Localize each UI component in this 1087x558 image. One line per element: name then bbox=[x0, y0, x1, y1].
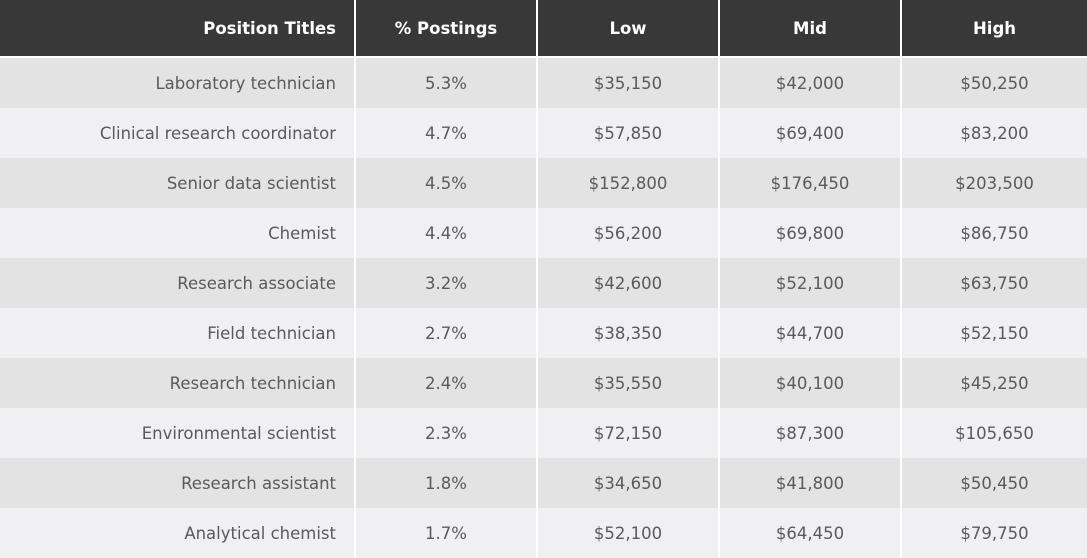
position-title: Senior data scientist bbox=[0, 158, 355, 208]
table-cell: $41,800 bbox=[718, 458, 901, 508]
table-cell: $42,000 bbox=[718, 57, 901, 108]
position-title: Research assistant bbox=[0, 458, 355, 508]
table-row: Laboratory technician 5.3% $35,150 $42,000 $… bbox=[0, 57, 1087, 108]
position-title: Laboratory technician bbox=[0, 57, 355, 108]
table-cell: $83,200 bbox=[900, 108, 1087, 158]
table-cell: $64,450 bbox=[718, 508, 901, 558]
table-cell: $42,600 bbox=[536, 258, 719, 308]
position-title: Field technician bbox=[0, 308, 355, 358]
table-row: Research assistant 1.8% $34,650 $41,800 $50,… bbox=[0, 458, 1087, 508]
column-header: % Postings bbox=[354, 0, 537, 58]
table-cell: $35,150 bbox=[536, 57, 719, 108]
table-row: Environmental scientist 2.3% $72,150 $87,30… bbox=[0, 408, 1087, 458]
position-title: Research technician bbox=[0, 358, 355, 408]
table-row: Field technician 2.7% $38,350 $44,700 $52,15… bbox=[0, 308, 1087, 358]
table-cell: 2.4% bbox=[354, 358, 537, 408]
table-row: Research associate 3.2% $42,600 $52,100 $63,… bbox=[0, 258, 1087, 308]
table-cell: 1.8% bbox=[354, 458, 537, 508]
position-title: Clinical research coordinator bbox=[0, 108, 355, 158]
table-cell: $86,750 bbox=[900, 208, 1087, 258]
table-cell: $69,800 bbox=[718, 208, 901, 258]
column-header: Mid bbox=[718, 0, 901, 58]
table-cell: 4.5% bbox=[354, 158, 537, 208]
table-header: Position Titles% Postings Low Mid High bbox=[0, 0, 1087, 58]
table-cell: $44,700 bbox=[718, 308, 901, 358]
table-cell: $63,750 bbox=[900, 258, 1087, 308]
table-cell: 4.7% bbox=[354, 108, 537, 158]
table-row: Clinical research coordinator 4.7% $57,850… bbox=[0, 108, 1087, 158]
table-cell: 2.3% bbox=[354, 408, 537, 458]
table-cell: 3.2% bbox=[354, 258, 537, 308]
table-row: Senior data scientist 4.5% $152,800 $176,45… bbox=[0, 158, 1087, 208]
table-cell: $50,250 bbox=[900, 57, 1087, 108]
table-cell: $79,750 bbox=[900, 508, 1087, 558]
table-cell: $45,250 bbox=[900, 358, 1087, 408]
table-cell: 1.7% bbox=[354, 508, 537, 558]
table-row: Analytical chemist 1.7% $52,100 $64,450 $79,… bbox=[0, 508, 1087, 558]
table-cell: $203,500 bbox=[900, 158, 1087, 208]
table-cell: 4.4% bbox=[354, 208, 537, 258]
position-title: Environmental scientist bbox=[0, 408, 355, 458]
table-cell: $52,150 bbox=[900, 308, 1087, 358]
table-cell: 2.7% bbox=[354, 308, 537, 358]
table-cell: $52,100 bbox=[718, 258, 901, 308]
table-cell: $52,100 bbox=[536, 508, 719, 558]
table-cell: $69,400 bbox=[718, 108, 901, 158]
table-cell: $40,100 bbox=[718, 358, 901, 408]
table-cell: $152,800 bbox=[536, 158, 719, 208]
table-cell: $35,550 bbox=[536, 358, 719, 408]
table-cell: $50,450 bbox=[900, 458, 1087, 508]
position-title: Analytical chemist bbox=[0, 508, 355, 558]
table-cell: $87,300 bbox=[718, 408, 901, 458]
column-header: Position Titles bbox=[0, 0, 355, 58]
column-header: Low bbox=[536, 0, 719, 58]
header-row: Position Titles% Postings Low Mid High bbox=[0, 0, 1087, 58]
table-cell: $176,450 bbox=[718, 158, 901, 208]
table-cell: $105,650 bbox=[900, 408, 1087, 458]
table-cell: $56,200 bbox=[536, 208, 719, 258]
table-row: Research technician 2.4% $35,550 $40,100 $45… bbox=[0, 358, 1087, 408]
table-cell: 5.3% bbox=[354, 57, 537, 108]
position-title: Research associate bbox=[0, 258, 355, 308]
table-cell: $72,150 bbox=[536, 408, 719, 458]
table-body: Laboratory technician 5.3% $35,150 $42,000 $… bbox=[0, 57, 1087, 558]
position-title: Chemist bbox=[0, 208, 355, 258]
table-row: Chemist 4.4% $56,200 $69,800 $86,750 bbox=[0, 208, 1087, 258]
table-cell: $38,350 bbox=[536, 308, 719, 358]
table-cell: $34,650 bbox=[536, 458, 719, 508]
table-cell: $57,850 bbox=[536, 108, 719, 158]
column-header: High bbox=[900, 0, 1087, 58]
